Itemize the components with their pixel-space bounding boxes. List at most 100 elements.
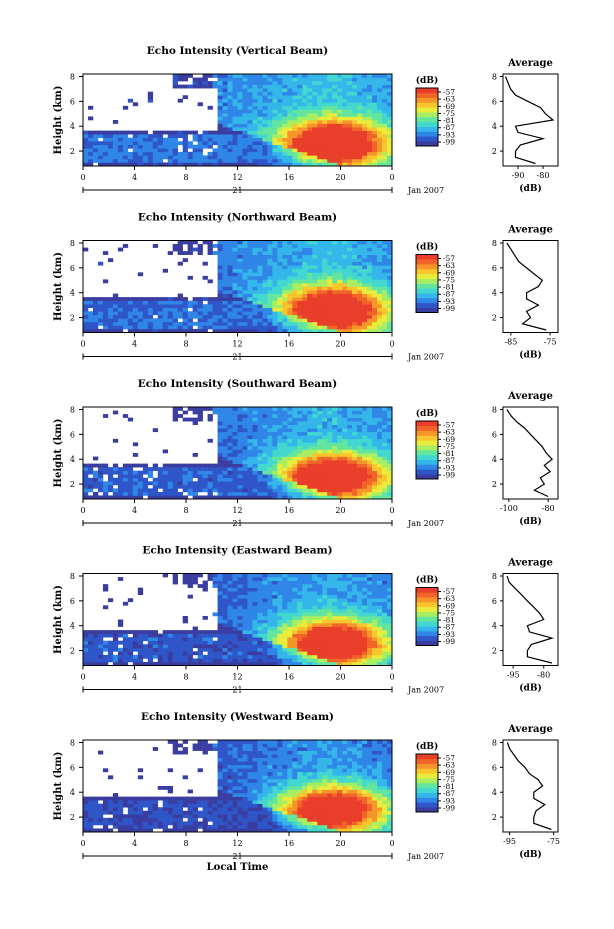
heatmap-cell [182,307,188,312]
heatmap-cell [277,84,283,89]
heatmap-cell [332,619,338,624]
heatmap-cell [277,268,283,273]
heatmap-cell [362,491,368,496]
heatmap-cell [382,300,388,305]
heatmap-cell [362,442,368,447]
heatmap-cell [237,109,243,114]
heatmap-cell [207,134,213,138]
heatmap-cell [357,587,363,592]
heatmap-cell [207,495,213,500]
heatmap-cell [282,644,288,649]
heatmap-cell [377,431,383,436]
heatmap-cell [102,321,109,326]
heatmap-cell [247,445,253,450]
heatmap-cell [382,307,388,312]
heatmap-cell [87,311,94,316]
heatmap-cell [282,591,288,596]
heatmap-cell [382,654,388,659]
heatmap-cell [272,484,278,489]
heatmap-cell [187,463,193,468]
heatmap-cell [317,445,323,450]
heatmap-cell [387,445,393,450]
heatmap-cell [262,155,268,160]
heatmap-cell [142,630,149,634]
heatmap-cell [277,601,283,606]
heatmap-cell [87,633,94,638]
heatmap-cell [347,282,353,287]
heatmap-cell [327,640,333,645]
heatmap-cell [182,488,188,493]
avg-y-tick-label: 8 [492,405,497,414]
heatmap-cell [227,102,233,107]
heatmap-cell [267,584,273,588]
colorbar-segment [416,121,438,127]
heatmap-cell [232,460,238,464]
heatmap-cell [387,325,393,330]
heatmap-cell [297,127,303,131]
heatmap-cell [337,134,343,138]
heatmap-cell [322,293,328,298]
heatmap-cell [217,640,223,645]
heatmap-cell [267,637,273,642]
heatmap-cell [97,144,104,149]
heatmap-cell [337,158,343,163]
heatmap-cell [217,321,223,326]
heatmap-cell [332,304,338,309]
heatmap-cell [222,488,228,493]
heatmap-cell [202,328,208,333]
heatmap-cell [332,414,338,418]
heatmap-cell [322,488,328,493]
heatmap-cell [267,328,273,333]
heatmap-cell [302,612,308,617]
heatmap-cell [257,265,263,270]
heatmap-cell [252,644,258,649]
heatmap-cell [287,453,293,457]
heatmap-cell [347,297,353,301]
colorbar-segment [416,88,438,94]
heatmap-cell [222,141,228,146]
heatmap-cell [272,112,278,117]
heatmap-cell [357,623,363,627]
heatmap-cell [232,484,238,489]
heatmap-cell [342,573,348,578]
avg-x-label: (dB) [519,516,541,527]
heatmap-cell [147,311,154,316]
heatmap-cell [362,477,368,482]
heatmap-cell [122,304,129,309]
heatmap-cell [247,647,253,652]
heatmap-cell [107,598,114,603]
heatmap-cell [172,328,178,333]
heatmap-cell [122,488,129,493]
heatmap-cell [322,300,328,305]
heatmap-cell [367,601,373,606]
heatmap-cell [302,251,308,255]
colorbar-tick-label: -69 [443,102,455,111]
heatmap-cell [222,619,228,624]
heatmap-cell [337,453,343,457]
heatmap-cell [157,661,164,666]
heatmap-cell [347,477,353,482]
heatmap-cell [232,467,238,471]
heatmap-cell [387,130,393,135]
heatmap-cell [372,626,378,631]
heatmap-cell [147,474,154,479]
heatmap-cell [297,410,303,415]
heatmap-cell [167,328,174,333]
heatmap-cell [377,442,383,447]
heatmap-cell [192,661,198,666]
heatmap-cell [247,311,253,316]
heatmap-cell [357,605,363,610]
heatmap-cell [307,244,313,248]
heatmap-cell [222,428,228,433]
heatmap-cell [222,417,228,422]
heatmap-cell [327,265,333,270]
heatmap-cell [282,435,288,440]
heatmap-cell [142,307,149,312]
heatmap-cell [362,265,368,270]
heatmap-cell [282,460,288,464]
heatmap-cell [247,120,253,124]
heatmap-cell [322,328,328,333]
heatmap-cell [237,300,243,305]
heatmap-cell [97,658,104,663]
heatmap-cell [97,630,104,634]
